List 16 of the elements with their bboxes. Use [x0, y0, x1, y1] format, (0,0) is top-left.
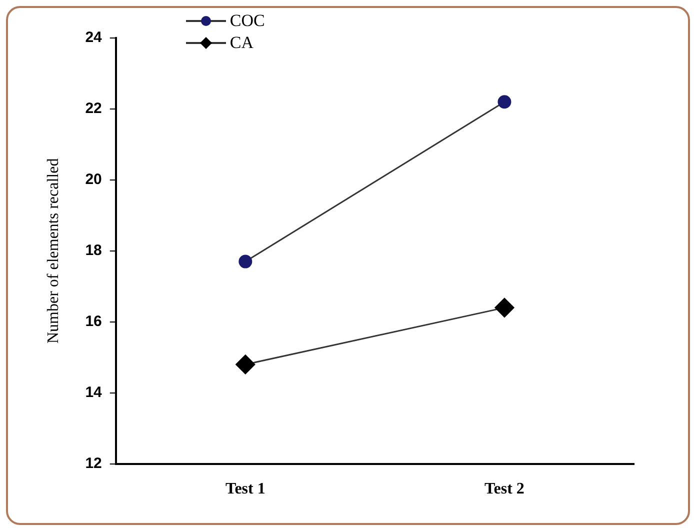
y-tick-label: 14	[85, 384, 103, 401]
y-tick-label: 18	[85, 242, 102, 260]
y-tick-label: 12	[85, 454, 102, 472]
y-tick-label: 24	[85, 29, 103, 46]
point	[236, 354, 256, 374]
x-tick-label: Test 2	[484, 480, 524, 498]
legend-label: CA	[230, 33, 254, 53]
point	[238, 254, 252, 268]
point	[494, 298, 514, 318]
y-axis-title: Number of elements recalled	[44, 158, 62, 344]
y-tick-label: 22	[85, 100, 102, 118]
x-tick-label: Test 1	[225, 480, 266, 498]
legend-label: COC	[230, 11, 265, 31]
point	[498, 95, 512, 109]
y-tick-label: 20	[85, 171, 102, 188]
y-tick-label: 16	[85, 313, 102, 330]
